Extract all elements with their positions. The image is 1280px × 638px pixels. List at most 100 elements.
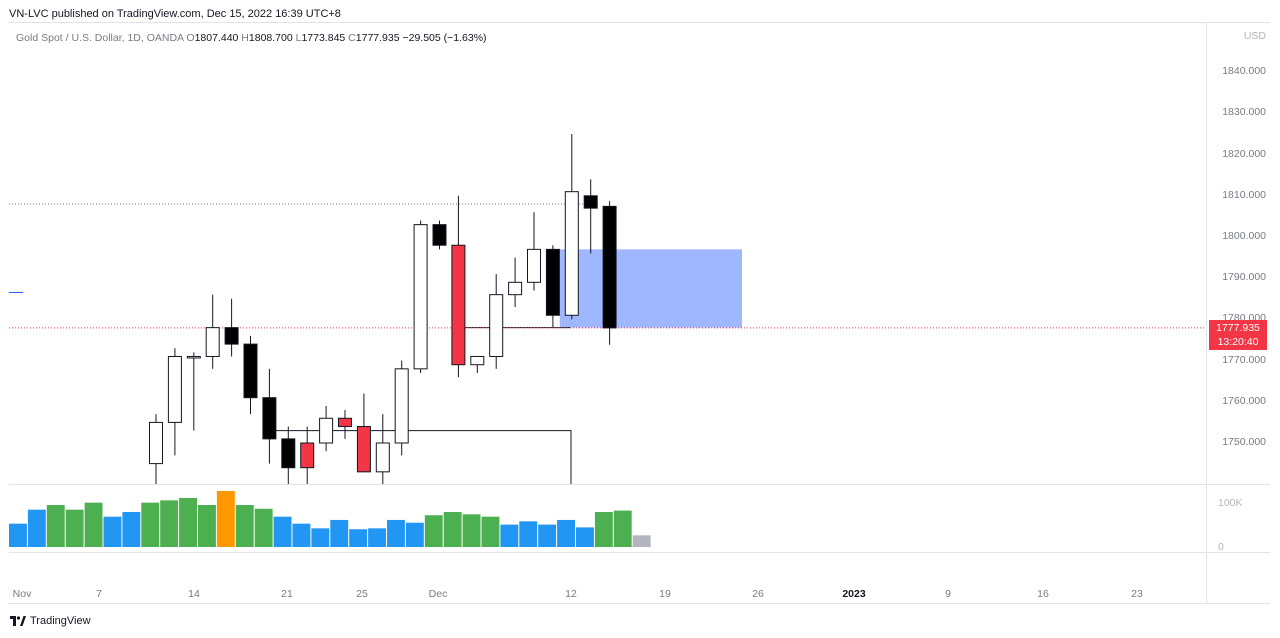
range-rectangle — [269, 430, 572, 484]
time-tick-label: Nov — [12, 588, 32, 600]
price-tick-label: 1800.000 — [1222, 230, 1266, 242]
candle-body — [281, 438, 296, 469]
change-value: −29.505 (−1.63%) — [402, 32, 487, 44]
time-tick-label: Dec — [428, 588, 448, 600]
brand-name: TradingView — [30, 615, 91, 627]
time-tick-label: 26 — [752, 588, 764, 600]
candle-body — [602, 205, 617, 329]
volume-bar — [235, 505, 254, 547]
candle-body — [224, 327, 239, 345]
symbol-title[interactable]: Gold Spot / U.S. Dollar, 1D, OANDA — [16, 32, 184, 44]
candle-body — [338, 417, 352, 428]
high-value: 1808.700 — [248, 32, 293, 44]
volume-bar — [424, 515, 443, 547]
volume-bar — [46, 505, 65, 547]
last-price-badge: 1777.935 13:20:40 — [1209, 320, 1267, 350]
candle-body — [205, 327, 220, 357]
candle-body — [432, 224, 447, 246]
volume-bar — [198, 505, 216, 547]
price-tick-label: 1820.000 — [1222, 147, 1266, 160]
candle-body — [375, 442, 390, 473]
supply-zone-box — [559, 249, 742, 328]
time-tick-label: 21 — [281, 588, 293, 600]
tradingview-logo-icon — [10, 616, 26, 626]
candle-body — [470, 355, 485, 366]
candle-body — [413, 224, 428, 370]
price-pane[interactable] — [9, 134, 1205, 492]
candle-body — [167, 355, 182, 423]
candle-body — [243, 343, 258, 399]
volume-bar — [292, 523, 311, 547]
volume-bar — [65, 509, 84, 547]
volume-bar — [519, 521, 538, 547]
tradingview-brand[interactable]: TradingView — [10, 615, 91, 627]
volume-bar — [254, 508, 273, 547]
price-tick-label: 1750.000 — [1222, 436, 1266, 448]
price-tick-label: 1770.000 — [1222, 353, 1266, 366]
volume-bar — [387, 519, 405, 547]
candle-body — [394, 368, 409, 444]
volume-bar — [594, 512, 613, 547]
candle-body — [319, 417, 334, 444]
time-tick-label: 7 — [96, 588, 102, 600]
candle-body — [527, 248, 541, 283]
price-tick-label: 1790.000 — [1222, 271, 1266, 284]
volume-bar — [405, 522, 424, 547]
volume-bar — [481, 516, 500, 547]
time-tick-label: 14 — [188, 588, 200, 600]
volume-bar — [330, 519, 349, 547]
volume-bar — [160, 500, 179, 547]
low-key: L — [295, 32, 302, 44]
volume-bar — [216, 491, 235, 547]
volume-bar — [368, 528, 386, 547]
candle-body — [300, 442, 315, 469]
price-tick-label: 1840.000 — [1222, 65, 1266, 78]
time-tick-label: 19 — [659, 588, 671, 600]
time-tick-label: 25 — [356, 588, 368, 600]
candle-body — [356, 426, 371, 473]
volume-bar — [613, 510, 632, 547]
time-tick-label: 23 — [1131, 588, 1143, 600]
candle-body — [545, 248, 560, 316]
volume-bar — [103, 516, 122, 547]
time-tick-label: 16 — [1037, 588, 1049, 600]
volume-bar — [27, 509, 46, 547]
time-tick-label: 9 — [945, 588, 951, 600]
candle-body — [508, 281, 523, 296]
volume-bar — [632, 535, 651, 547]
currency-label[interactable]: USD — [1243, 30, 1266, 42]
candle-body — [149, 421, 163, 465]
volume-bar — [179, 498, 197, 547]
close-key: C — [348, 32, 356, 44]
volume-axis-100k: 100K — [1218, 497, 1243, 509]
volume-bar — [311, 528, 330, 547]
candle-body — [489, 294, 504, 357]
time-tick-label: 2023 — [842, 588, 866, 600]
price-tick-label: 1760.000 — [1222, 394, 1266, 407]
low-value: 1773.845 — [301, 32, 346, 44]
volume-axis-0: 0 — [1218, 541, 1224, 553]
candle-body — [186, 355, 201, 359]
candle-body — [262, 397, 277, 440]
open-key: O — [186, 32, 195, 44]
volume-bar — [84, 502, 103, 547]
volume-bar — [462, 514, 481, 547]
volume-bar — [576, 527, 594, 547]
volume-bar — [500, 524, 519, 547]
candle-body — [583, 195, 598, 209]
volume-bar — [349, 529, 368, 547]
ohlc-legend: Gold Spot / U.S. Dollar, 1D, OANDA O1807… — [16, 32, 487, 44]
volume-bar — [9, 523, 27, 547]
candle-body — [451, 244, 466, 366]
chart-frame — [8, 22, 1270, 604]
volume-bar — [538, 524, 557, 547]
volume-bar — [122, 512, 141, 547]
time-tick-label: 12 — [565, 588, 577, 600]
close-value: 1777.935 — [355, 32, 400, 44]
price-tick-label: 1810.000 — [1222, 188, 1266, 201]
open-value: 1807.440 — [194, 32, 239, 44]
countdown-timer: 13:20:40 — [1217, 336, 1259, 348]
volume-bar — [443, 512, 462, 547]
last-price-value: 1777.935 — [1216, 322, 1260, 334]
